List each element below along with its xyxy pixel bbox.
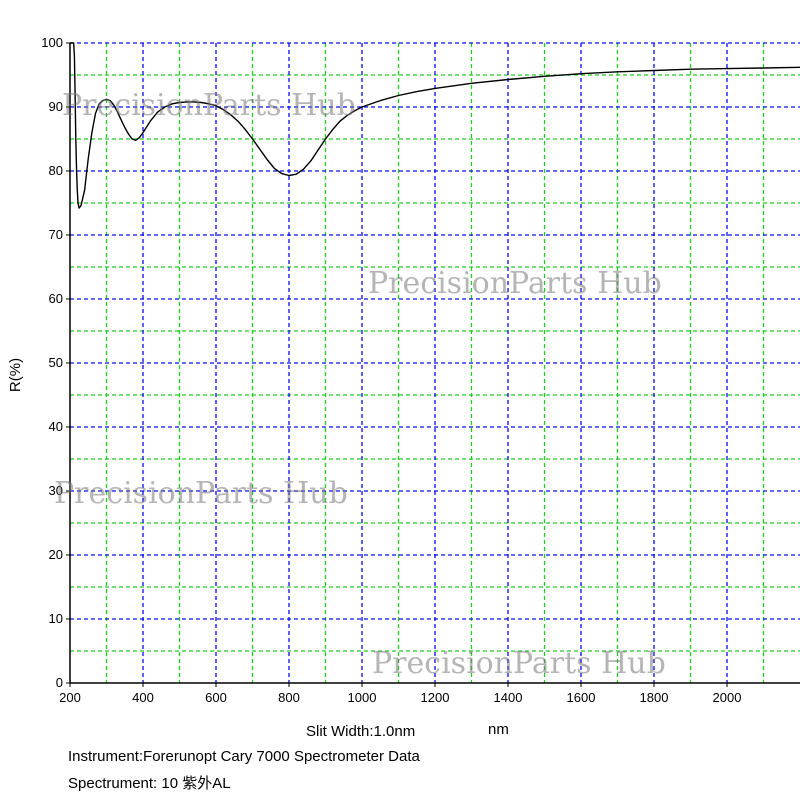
y-tick-label: 90 bbox=[49, 99, 63, 114]
x-tick-label: 1200 bbox=[421, 690, 450, 705]
y-tick-label: 100 bbox=[41, 35, 63, 50]
x-tick-label: 600 bbox=[205, 690, 227, 705]
tick-labels: 0 10 20 30 40 50 60 70 80 90 100 200 400 600 800 1000 12… bbox=[41, 35, 741, 705]
x-tick-label: 1400 bbox=[494, 690, 523, 705]
y-tick-label: 10 bbox=[49, 611, 63, 626]
reflectance-line bbox=[70, 42, 800, 209]
x-tick-label: 400 bbox=[132, 690, 154, 705]
y-tick-label: 60 bbox=[49, 291, 63, 306]
y-tick-label: 80 bbox=[49, 163, 63, 178]
y-tick-label: 40 bbox=[49, 419, 63, 434]
instrument-label: Instrument:Forerunopt Cary 7000 Spectrom… bbox=[68, 748, 420, 765]
x-tick-label: 1000 bbox=[348, 690, 377, 705]
x-tick-label: 200 bbox=[59, 690, 81, 705]
x-tick-label: 800 bbox=[278, 690, 300, 705]
x-tick-label: 1600 bbox=[567, 690, 596, 705]
y-tick-label: 70 bbox=[49, 227, 63, 242]
y-tick-label: 20 bbox=[49, 547, 63, 562]
spectrument-label: Spectrument: 10 紫外AL bbox=[68, 775, 231, 792]
slit-width-label: Slit Width:1.0nm bbox=[306, 723, 416, 740]
y-tick-label: 30 bbox=[49, 483, 63, 498]
y-tick-label: 50 bbox=[49, 355, 63, 370]
y-tick-label: 0 bbox=[56, 675, 63, 690]
x-tick-label: 1800 bbox=[640, 690, 669, 705]
major-grid bbox=[70, 42, 800, 683]
x-tick-label: 2000 bbox=[713, 690, 742, 705]
x-axis-title: nm bbox=[488, 721, 509, 738]
y-axis-title: R(%) bbox=[7, 358, 24, 392]
data-series bbox=[70, 42, 800, 209]
